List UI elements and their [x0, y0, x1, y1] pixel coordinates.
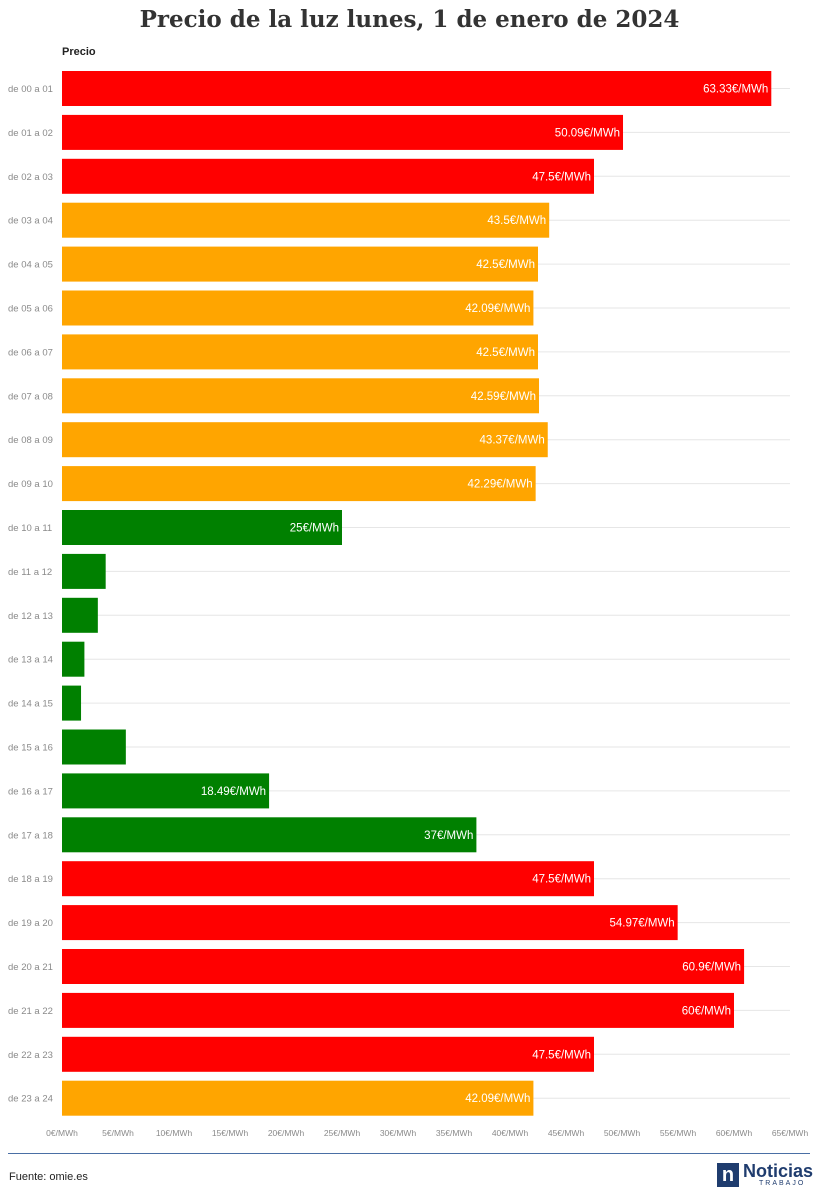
- category-label: de 14 a 15: [8, 699, 53, 710]
- bar-value-label: 60€/MWh: [682, 1005, 731, 1017]
- bar: [62, 290, 534, 326]
- bar: [62, 202, 550, 238]
- bar: [62, 510, 342, 545]
- x-tick-label: 25€/MWh: [324, 1128, 361, 1138]
- bar: [62, 1036, 594, 1072]
- bar: [62, 158, 594, 194]
- category-label: de 15 a 16: [8, 743, 53, 754]
- category-label: de 02 a 03: [8, 172, 53, 183]
- category-label: de 06 a 07: [8, 347, 53, 358]
- bar: [62, 729, 126, 765]
- category-label: de 11 a 12: [8, 567, 52, 578]
- bar: [62, 905, 678, 941]
- x-tick-label: 10€/MWh: [156, 1128, 193, 1138]
- bar: [62, 861, 594, 897]
- x-tick-label: 55€/MWh: [660, 1128, 697, 1138]
- category-label: de 22 a 23: [8, 1050, 53, 1061]
- bar: [62, 246, 538, 282]
- category-label: de 18 a 19: [8, 874, 53, 885]
- category-label: de 05 a 06: [8, 304, 53, 315]
- bar-value-label: 47.5€/MWh: [532, 171, 591, 183]
- footer-divider: [8, 1153, 810, 1154]
- category-label: de 08 a 09: [8, 435, 53, 446]
- bar: [62, 773, 270, 809]
- x-tick-label: 0€/MWh: [46, 1128, 78, 1138]
- bar-value-label: 50.09€/MWh: [555, 127, 620, 139]
- bar: [62, 817, 477, 853]
- x-tick-label: 20€/MWh: [268, 1128, 305, 1138]
- bar-value-label: 37€/MWh: [424, 830, 473, 842]
- labels: de 00 a 01 63.33€/MWh de 01 a 02 50.09€/MWh…: [8, 84, 808, 1139]
- x-tick-label: 45€/MWh: [548, 1128, 585, 1138]
- bar: [62, 553, 106, 589]
- bar: [62, 641, 85, 677]
- category-label: de 09 a 10: [8, 479, 53, 490]
- bar-value-label: 43.37€/MWh: [480, 435, 545, 447]
- category-label: de 13 a 14: [8, 655, 53, 666]
- x-tick-label: 35€/MWh: [436, 1128, 473, 1138]
- bar-value-label: 47.5€/MWh: [532, 874, 591, 886]
- x-tick-label: 60€/MWh: [716, 1128, 753, 1138]
- bar-value-label: 42.5€/MWh: [476, 347, 535, 359]
- bar: [62, 992, 734, 1028]
- category-label: de 03 a 04: [8, 216, 53, 227]
- chart-title: Precio de la luz lunes, 1 de enero de 20…: [139, 6, 680, 33]
- bar: [62, 949, 745, 984]
- bar: [62, 1080, 534, 1116]
- bar-value-label: 42.29€/MWh: [467, 479, 532, 491]
- bar: [62, 334, 538, 370]
- category-label: de 17 a 18: [8, 830, 53, 841]
- bar-value-label: 63.33€/MWh: [703, 84, 768, 96]
- x-tick-label: 30€/MWh: [380, 1128, 417, 1138]
- bar-value-label: 42.5€/MWh: [476, 259, 535, 271]
- bar-value-label: 42.59€/MWh: [471, 391, 536, 403]
- x-tick-label: 15€/MWh: [212, 1128, 249, 1138]
- logo-mark-icon: n: [717, 1163, 739, 1187]
- category-label: de 12 a 13: [8, 611, 53, 622]
- category-label: de 01 a 02: [8, 128, 53, 139]
- bar-value-label: 25€/MWh: [290, 523, 339, 535]
- bar: [62, 466, 536, 502]
- x-tick-label: 5€/MWh: [102, 1128, 134, 1138]
- bar: [62, 422, 548, 458]
- column-label: Precio: [62, 46, 96, 58]
- category-label: de 21 a 22: [8, 1006, 53, 1017]
- bar: [62, 597, 98, 633]
- bar-value-label: 43.5€/MWh: [487, 215, 546, 227]
- bar-value-label: 42.09€/MWh: [465, 303, 530, 315]
- bar-value-label: 47.5€/MWh: [532, 1049, 591, 1061]
- category-label: de 16 a 17: [8, 786, 53, 797]
- category-label: de 00 a 01: [8, 84, 53, 95]
- bar-value-label: 54.97€/MWh: [609, 918, 674, 930]
- bar-value-label: 42.09€/MWh: [465, 1093, 530, 1105]
- category-label: de 04 a 05: [8, 260, 53, 271]
- category-label: de 20 a 21: [8, 962, 53, 973]
- source-text: Fuente: omie.es: [9, 1171, 88, 1183]
- logo-name: Noticias: [743, 1161, 814, 1181]
- x-tick-label: 50€/MWh: [604, 1128, 641, 1138]
- bar-value-label: 60.9€/MWh: [682, 962, 741, 974]
- logo-subtitle: TRABAJO: [759, 1180, 806, 1187]
- category-label: de 07 a 08: [8, 391, 53, 402]
- x-tick-label: 40€/MWh: [492, 1128, 529, 1138]
- category-label: de 19 a 20: [8, 918, 53, 929]
- bar-chart: de 00 a 01 63.33€/MWh de 01 a 02 50.09€/MWh…: [8, 71, 808, 1139]
- bar: [62, 378, 540, 414]
- bar-value-label: 18.49€/MWh: [201, 786, 266, 798]
- bar: [62, 685, 82, 721]
- category-label: de 23 a 24: [8, 1094, 53, 1105]
- category-label: de 10 a 11: [8, 523, 52, 534]
- bar: [62, 71, 772, 106]
- grid-lines: [62, 88, 790, 1099]
- x-tick-label: 65€/MWh: [772, 1128, 809, 1138]
- bars: [62, 71, 772, 1116]
- bar: [62, 114, 624, 150]
